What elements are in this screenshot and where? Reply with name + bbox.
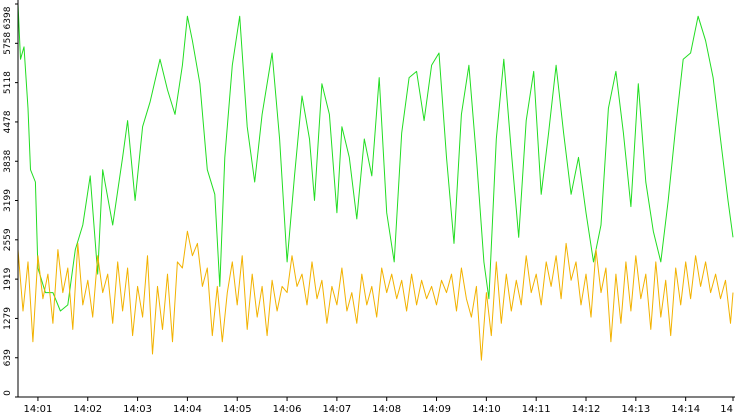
- x-tick-label: 14:03: [123, 404, 152, 415]
- y-tick-label: 3199: [3, 189, 13, 212]
- y-tick-label: 0: [3, 390, 13, 396]
- x-tick-label: 14:12: [572, 404, 601, 415]
- x-tick-label: 14:10: [472, 404, 501, 415]
- x-tick-label: 14:11: [522, 404, 551, 415]
- x-axis-ticks: 14:01 14:02 14:03 14:04 14:05 14:06 14:07 14:08…: [24, 397, 734, 415]
- x-tick-label: 14:01: [24, 404, 53, 415]
- x-tick-label: 14:04: [173, 404, 202, 415]
- y-tick-label: 5118: [3, 71, 13, 94]
- series-line-2: [17, 230, 734, 361]
- x-tick-label: 14:13: [621, 404, 650, 415]
- y-tick-label: 4478: [3, 110, 13, 133]
- y-tick-label: 639: [3, 349, 13, 366]
- y-tick-label: 5758: [3, 32, 13, 55]
- series-line-1: [17, 3, 734, 312]
- x-tick-label: 14:07: [322, 404, 351, 415]
- x-tick-label: 14:08: [372, 404, 401, 415]
- x-tick-label: 14: [720, 404, 733, 415]
- y-tick-label: 1919: [3, 267, 13, 290]
- x-tick-label: 14:14: [671, 404, 700, 415]
- y-tick-label: 3838: [3, 150, 13, 173]
- y-tick-label: 1279: [3, 307, 13, 330]
- series-layer: [17, 3, 734, 361]
- y-tick-label: 2559: [3, 228, 13, 251]
- x-tick-label: 14:06: [273, 404, 302, 415]
- y-axis-ticks: 0 639 1279 1919 2559 3199 3838 4478 5118 5758 6398: [3, 3, 18, 398]
- x-tick-label: 14:09: [422, 404, 451, 415]
- x-tick-label: 14:02: [73, 404, 102, 415]
- x-tick-label: 14:05: [223, 404, 252, 415]
- y-tick-label: 6398: [3, 6, 13, 29]
